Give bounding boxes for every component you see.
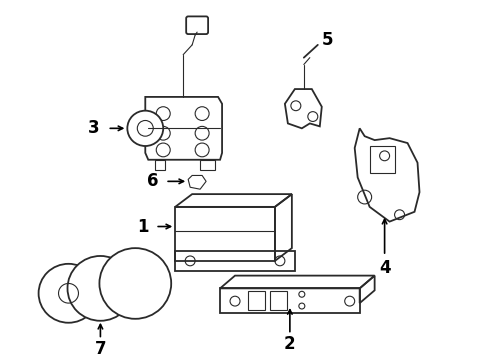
Text: 3: 3 [88, 119, 99, 137]
Circle shape [39, 264, 98, 323]
Circle shape [99, 248, 171, 319]
Circle shape [68, 256, 133, 321]
Circle shape [127, 111, 163, 146]
Text: 7: 7 [95, 340, 106, 358]
Text: 5: 5 [322, 31, 334, 49]
Text: 6: 6 [147, 172, 158, 190]
FancyBboxPatch shape [186, 17, 208, 34]
Text: 2: 2 [284, 335, 295, 353]
Text: 1: 1 [138, 217, 149, 235]
Text: 4: 4 [379, 259, 391, 277]
